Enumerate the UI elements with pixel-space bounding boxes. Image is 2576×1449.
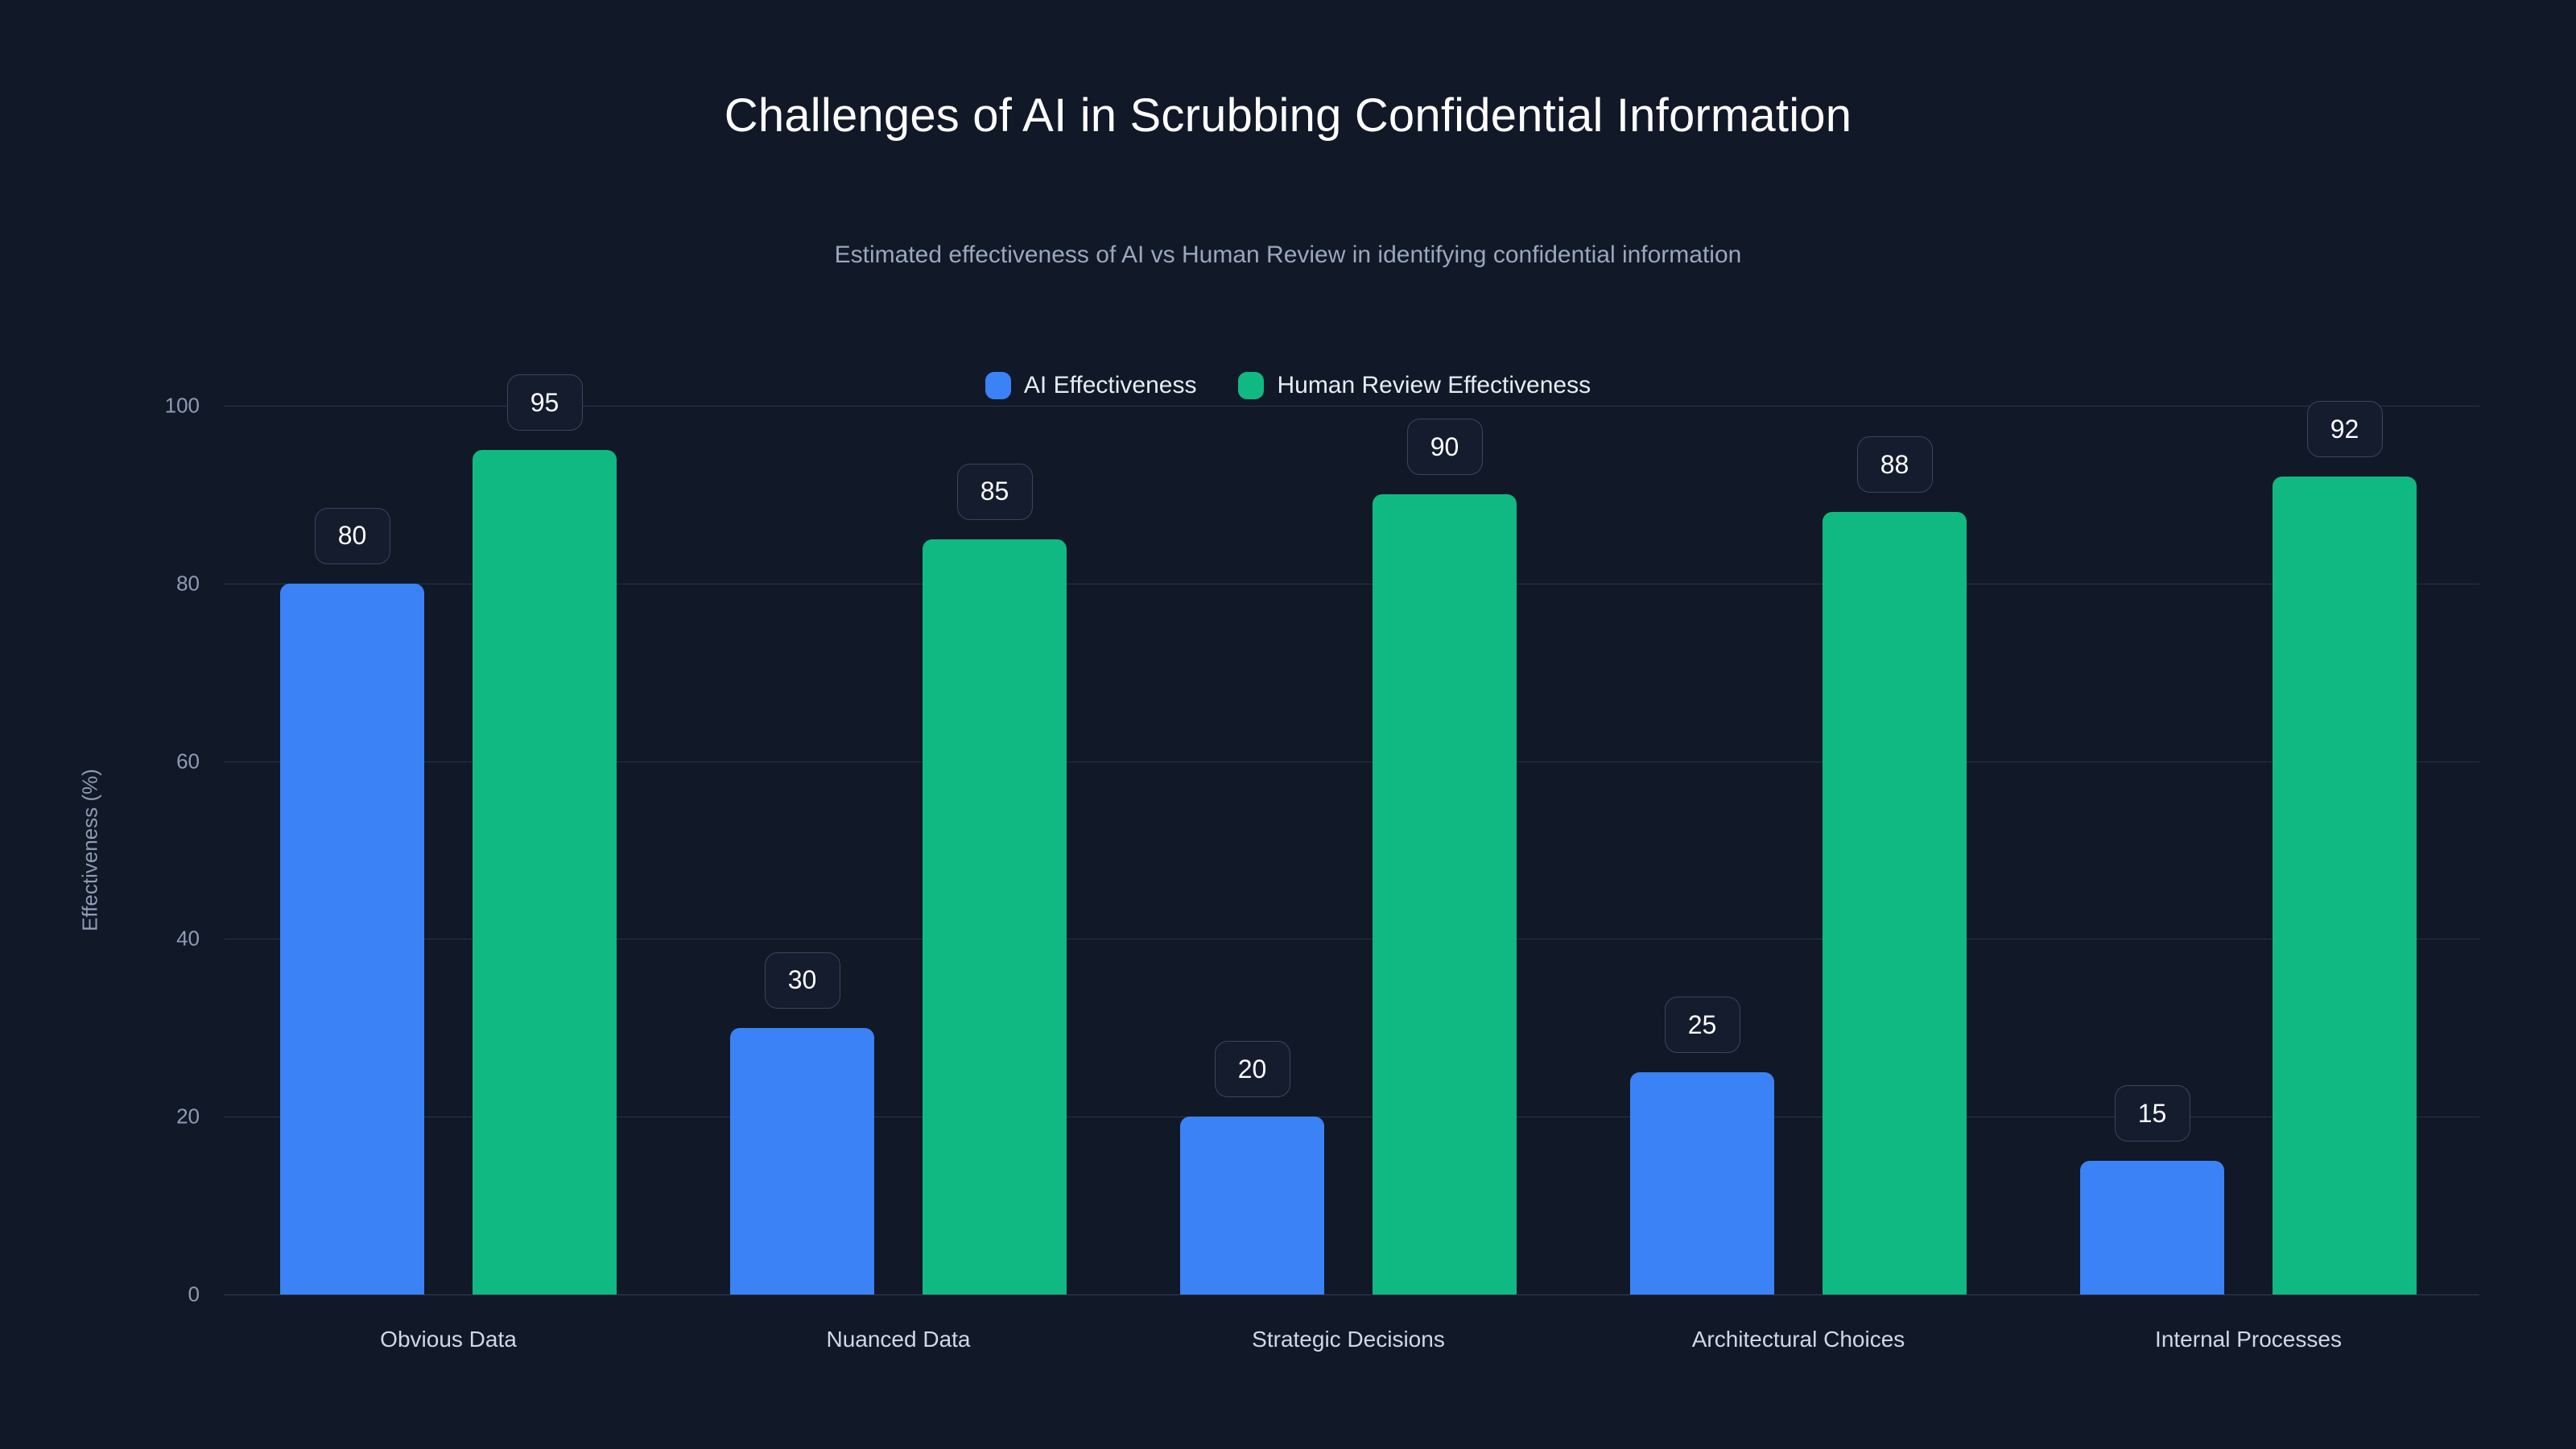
y-axis-title: Effectiveness (%) [77, 769, 102, 931]
x-axis-category-label: Nuanced Data [826, 1327, 971, 1352]
y-axis-tick-80: 80 [176, 571, 200, 596]
gridline-100 [224, 406, 2479, 407]
plot-area [224, 406, 2479, 1295]
bar-value-badge: 25 [1664, 997, 1740, 1053]
bar-value-badge: 80 [314, 507, 390, 564]
bar-value-badge: 92 [2306, 401, 2383, 458]
bar-value-badge: 20 [1214, 1041, 1290, 1098]
bar-value-badge: 85 [956, 463, 1033, 520]
chart-subtitle: Estimated effectiveness of AI vs Human R… [834, 242, 1742, 268]
gridline-0 [224, 1294, 2479, 1295]
bar-value-badge: 15 [2114, 1085, 2190, 1142]
y-axis-tick-100: 100 [164, 393, 200, 418]
chart-legend: AI Effectiveness Human Review Effectivene… [0, 372, 2576, 399]
bar[interactable] [730, 1027, 874, 1294]
chart-title: Challenges of AI in Scrubbing Confidenti… [724, 89, 1852, 142]
bar-value-badge: 90 [1406, 419, 1483, 476]
legend-item-label: Human Review Effectiveness [1277, 372, 1591, 398]
y-axis-tick-60: 60 [176, 749, 200, 774]
x-axis-category-label: Strategic Decisions [1252, 1327, 1445, 1352]
bar[interactable] [2273, 477, 2417, 1294]
bar[interactable] [1823, 512, 1967, 1294]
x-axis-category-label: Architectural Choices [1691, 1327, 1905, 1352]
bar[interactable] [280, 583, 424, 1294]
legend-item-label: AI Effectiveness [1023, 372, 1197, 398]
x-axis-category-label: Obvious Data [380, 1327, 517, 1352]
legend-swatch-icon [1238, 372, 1265, 399]
bar[interactable] [923, 539, 1067, 1294]
y-axis-tick-20: 20 [176, 1104, 200, 1129]
x-axis-category-label: Internal Processes [2155, 1327, 2342, 1352]
bar[interactable] [1373, 494, 1517, 1294]
bar-value-badge: 88 [1856, 436, 1933, 493]
bar-value-badge: 30 [764, 952, 840, 1009]
y-axis-tick-0: 0 [188, 1282, 200, 1307]
bar[interactable] [2080, 1161, 2224, 1294]
legend-swatch-icon [985, 372, 1011, 399]
bar-value-badge: 95 [506, 374, 583, 431]
y-axis-tick-40: 40 [176, 926, 200, 951]
bar[interactable] [1180, 1117, 1324, 1294]
bar[interactable] [473, 450, 617, 1294]
bar[interactable] [1630, 1072, 1774, 1294]
legend-item-human[interactable]: Human Review Effectiveness [1238, 372, 1591, 399]
legend-item-ai[interactable]: AI Effectiveness [985, 372, 1197, 399]
